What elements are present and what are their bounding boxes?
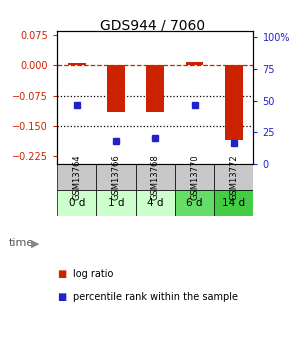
Bar [186,62,203,65]
Bar [214,190,253,216]
Text: time: time [9,238,34,248]
Text: ■: ■ [57,269,67,279]
Bar [136,164,175,190]
Bar [107,65,125,112]
Text: GSM13766: GSM13766 [112,154,120,200]
Text: 1 d: 1 d [108,198,124,208]
Bar [136,190,175,216]
Text: GSM13770: GSM13770 [190,154,199,200]
Bar [175,164,214,190]
Text: GDS944 / 7060: GDS944 / 7060 [100,19,205,33]
Bar [214,164,253,190]
Text: 6 d: 6 d [186,198,203,208]
Bar [57,190,96,216]
Text: ■: ■ [57,292,67,302]
Text: 14 d: 14 d [222,198,245,208]
Text: GSM13772: GSM13772 [229,154,238,200]
Bar [68,63,86,65]
Text: percentile rank within the sample: percentile rank within the sample [73,292,238,302]
Text: GSM13768: GSM13768 [151,154,160,200]
Text: 0 d: 0 d [69,198,85,208]
Text: 4 d: 4 d [147,198,163,208]
Text: log ratio: log ratio [73,269,114,279]
Bar [57,164,96,190]
Text: ▶: ▶ [31,238,39,248]
Bar [146,65,164,112]
Text: GSM13764: GSM13764 [72,154,81,200]
Bar [225,65,243,140]
Bar [96,164,136,190]
Bar [96,190,136,216]
Bar [175,190,214,216]
